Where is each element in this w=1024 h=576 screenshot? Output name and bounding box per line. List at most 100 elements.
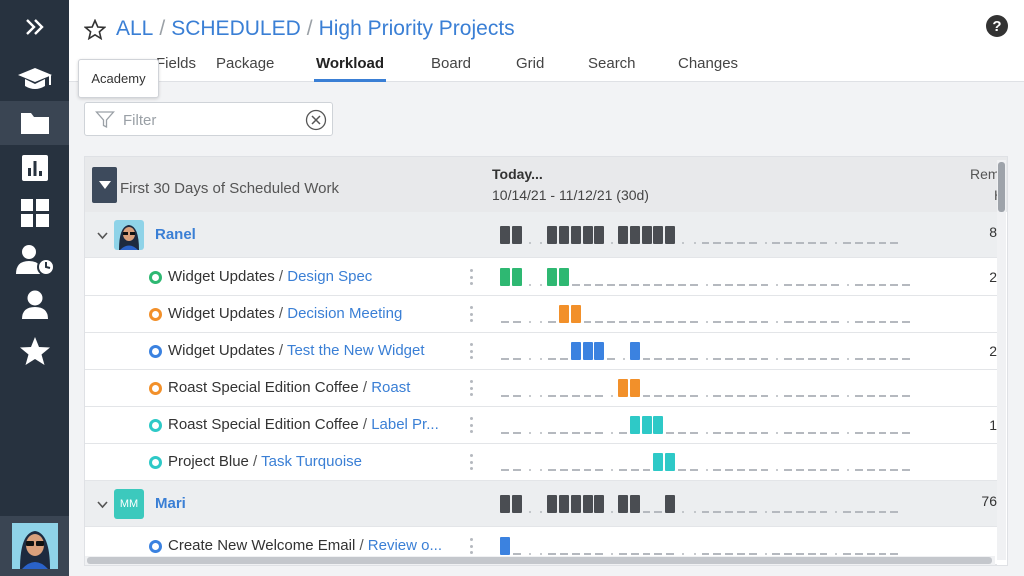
empty-day-dash [843,553,851,555]
expand-sidebar-button[interactable] [0,0,69,54]
task-link[interactable]: Review o... [367,537,442,554]
timeline-cells [500,481,899,526]
row-menu-icon[interactable] [470,454,474,470]
breadcrumb: ALL / SCHEDULED / High Priority Projects [84,14,515,44]
breadcrumb-scheduled[interactable]: SCHEDULED [171,17,301,40]
weekend-dot [705,320,708,323]
workload-block [582,495,593,513]
weekend-dot [540,320,543,323]
chevron-down-icon[interactable] [97,496,108,514]
task-link[interactable]: Decision Meeting [287,305,403,322]
help-button[interactable]: ? [986,15,1008,37]
favorite-star-button[interactable] [84,18,106,40]
person-name[interactable]: Mari [155,495,186,512]
empty-day-dash [760,321,769,323]
row-menu-icon[interactable] [470,380,474,396]
weekend-dot [528,394,531,397]
weekend-dot [705,468,708,471]
weekend-dot [764,552,767,555]
empty-day-dash [619,469,627,471]
empty-day-dash [571,469,580,471]
workload-block [665,495,676,513]
empty-day-dash [855,553,863,555]
collapse-all-button[interactable] [92,167,117,203]
person-row: Ranel 8 [85,212,997,258]
empty-day-dash [831,358,840,360]
empty-day-dash [501,469,509,471]
tab-grid[interactable]: Grid [516,55,545,72]
task-name: Roast Special Edition Coffee / Roast [168,379,410,396]
header: ALL / SCHEDULED / High Priority Projects… [69,0,1024,82]
task-link[interactable]: Roast [371,379,411,396]
empty-day-dash [666,358,674,360]
nav-resource-schedule[interactable] [0,238,69,282]
weekend-dot [540,468,543,471]
star-outline-icon [84,18,106,40]
task-link[interactable]: Design Spec [287,268,373,285]
weekend-dot [528,357,531,360]
empty-day-dash [902,358,910,360]
nav-favorites[interactable] [0,329,69,373]
nav-reports[interactable] [0,146,69,190]
clear-filter-icon[interactable] [305,109,327,131]
scrollbar-thumb[interactable] [87,557,992,564]
weekend-dot [611,394,614,397]
empty-day-dash [748,242,757,244]
empty-day-dash [630,469,639,471]
tab-changes[interactable]: Changes [678,55,739,72]
weekend-dot [611,552,614,555]
task-link[interactable]: Task Turquoise [261,453,362,470]
empty-day-dash [831,284,840,286]
empty-day-dash [807,321,816,323]
breadcrumb-all[interactable]: ALL [116,17,154,40]
horizontal-scrollbar[interactable] [85,556,995,565]
breadcrumb-current[interactable]: High Priority Projects [318,17,515,40]
empty-day-dash [796,358,804,360]
person-name[interactable]: Ranel [155,226,196,243]
tab-workload[interactable]: Workload [313,50,387,82]
empty-day-dash [831,321,840,323]
empty-day-dash [866,242,875,244]
empty-day-dash [642,469,651,471]
empty-day-dash [890,553,899,555]
tab-package[interactable]: Package [216,55,275,72]
empty-day-dash [548,358,556,360]
empty-day-dash [784,242,792,244]
empty-day-dash [902,321,910,323]
row-menu-icon[interactable] [470,269,474,285]
chevron-down-icon[interactable] [97,227,108,245]
empty-day-dash [796,469,804,471]
nav-dashboards[interactable] [0,191,69,235]
empty-day-dash [654,284,663,286]
filter-input[interactable] [123,109,303,131]
empty-day-dash [725,432,733,434]
double-chevron-right-icon [25,19,44,35]
nav-academy[interactable] [0,57,69,101]
nav-users[interactable] [0,283,69,327]
tab-board[interactable]: Board [431,55,472,72]
empty-day-dash [807,358,816,360]
vertical-scrollbar[interactable] [997,160,1006,560]
current-user-avatar[interactable] [0,516,69,576]
empty-day-dash [819,395,828,397]
tab-search[interactable]: Search [588,55,636,72]
row-menu-icon[interactable] [470,417,474,433]
task-name: Roast Special Edition Coffee / Label Pr.… [168,416,439,433]
project-name: Create New Welcome Email [168,537,356,554]
row-menu-icon[interactable] [470,343,474,359]
task-link[interactable]: Test the New Widget [286,342,425,359]
row-menu-icon[interactable] [470,306,474,322]
scrollbar-thumb[interactable] [998,162,1005,212]
empty-day-dash [737,242,745,244]
row-menu-icon[interactable] [470,538,474,554]
tab-fields[interactable]: Fields [156,55,197,72]
empty-day-dash [583,321,592,323]
task-link[interactable]: Label Pr... [371,416,439,433]
empty-day-dash [807,469,816,471]
empty-day-dash [760,432,769,434]
nav-projects[interactable] [0,101,69,145]
empty-day-dash [819,242,828,244]
breadcrumb-separator: / [306,17,313,40]
empty-day-dash [737,395,745,397]
empty-day-dash [855,395,863,397]
